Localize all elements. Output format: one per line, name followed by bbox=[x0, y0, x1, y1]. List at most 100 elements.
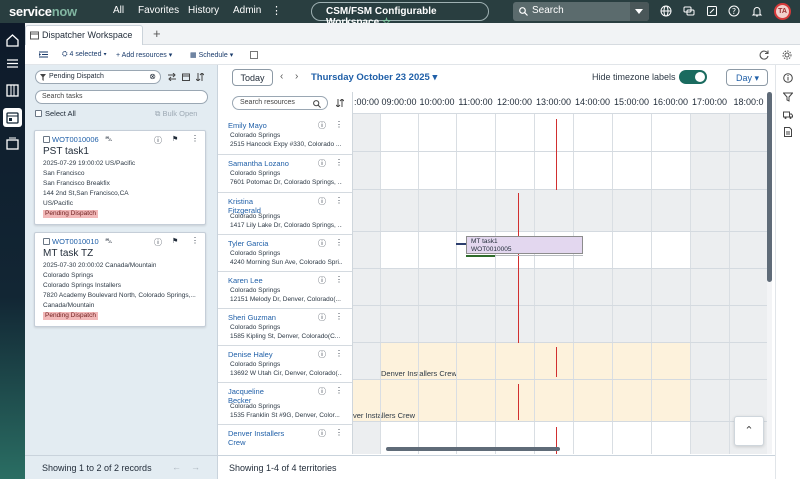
resource-name[interactable]: Denver Installers Crew bbox=[228, 429, 285, 447]
task-more-menu-icon[interactable]: ⋮ bbox=[191, 134, 199, 143]
task-checkbox[interactable] bbox=[43, 136, 50, 143]
resource-row[interactable]: Samantha Lozano Colorado Springs 7601 Po… bbox=[218, 155, 352, 193]
dispatcher-workspace-nav-selected[interactable] bbox=[3, 108, 22, 127]
configure-icon[interactable] bbox=[250, 51, 258, 59]
resource-name[interactable]: Sheri Guzman bbox=[228, 313, 276, 322]
resource-name[interactable]: Karen Lee bbox=[228, 276, 263, 285]
nav-history[interactable]: History bbox=[188, 5, 220, 16]
inbox-icon[interactable] bbox=[5, 136, 20, 151]
hide-timezone-toggle[interactable] bbox=[679, 70, 707, 84]
info-icon[interactable] bbox=[783, 73, 793, 83]
date-picker[interactable]: Thursday October 23 2025 ▾ bbox=[311, 72, 438, 83]
servicenow-logo[interactable]: servicenow bbox=[9, 4, 77, 19]
crew-assignment-block[interactable]: ver Installers Crew bbox=[353, 380, 690, 422]
user-avatar[interactable]: TA bbox=[774, 3, 791, 20]
document-icon[interactable] bbox=[783, 127, 793, 137]
help-icon[interactable]: ? bbox=[728, 5, 740, 17]
notifications-bell-icon[interactable] bbox=[751, 5, 763, 17]
resource-info-icon[interactable]: ⓘ bbox=[318, 429, 326, 438]
map-icon[interactable] bbox=[5, 83, 20, 98]
add-resources-dropdown[interactable]: + Add resources ▾ bbox=[116, 52, 173, 59]
collapse-panel-icon[interactable] bbox=[39, 51, 48, 58]
task-more-menu-icon[interactable]: ⋮ bbox=[191, 236, 199, 245]
clear-filter-icon[interactable]: ⊗ bbox=[149, 72, 156, 81]
selected-territories-dropdown[interactable]: ⛭ 4 selected ▾ bbox=[62, 51, 107, 58]
task-info-icon[interactable]: ⓘ bbox=[154, 238, 162, 247]
sort-resources-icon[interactable] bbox=[336, 99, 344, 107]
resource-row[interactable]: Jacqueline Becker Colorado Springs 1535 … bbox=[218, 383, 352, 425]
vertical-scrollbar-thumb[interactable] bbox=[767, 92, 772, 282]
task-checkbox[interactable] bbox=[43, 238, 50, 245]
resource-more-icon[interactable]: ⋮ bbox=[335, 386, 343, 395]
swap-icon[interactable] bbox=[168, 73, 176, 81]
resource-info-icon[interactable]: ⓘ bbox=[318, 276, 326, 285]
resource-info-icon[interactable]: ⓘ bbox=[318, 159, 326, 168]
vertical-scrollbar-track[interactable] bbox=[767, 92, 772, 454]
resource-row[interactable]: Kristina Fitzgerald Colorado Springs 141… bbox=[218, 193, 352, 235]
resource-info-icon[interactable]: ⓘ bbox=[318, 387, 326, 396]
settings-gear-icon[interactable] bbox=[782, 50, 792, 60]
resource-more-icon[interactable]: ⋮ bbox=[335, 238, 343, 247]
task-info-icon[interactable]: ⓘ bbox=[154, 136, 162, 145]
resource-more-icon[interactable]: ⋮ bbox=[335, 428, 343, 437]
resource-more-icon[interactable]: ⋮ bbox=[335, 275, 343, 284]
scheduled-task-block[interactable]: MT task1 WOT0010005 bbox=[466, 236, 583, 254]
flag-icon[interactable]: ⚑ bbox=[172, 238, 179, 245]
resource-name[interactable]: Jacqueline Becker bbox=[228, 387, 264, 405]
today-button[interactable]: Today bbox=[232, 69, 273, 86]
nav-all[interactable]: All bbox=[113, 5, 125, 16]
next-page-icon[interactable]: → bbox=[191, 462, 200, 472]
resource-more-icon[interactable]: ⋮ bbox=[335, 120, 343, 129]
flag-icon[interactable]: ⚑ bbox=[172, 136, 179, 143]
resource-name[interactable]: Kristina Fitzgerald bbox=[228, 197, 261, 215]
previous-day-icon[interactable]: ‹ bbox=[280, 71, 284, 82]
filter-icon[interactable] bbox=[783, 92, 793, 102]
more-menu-icon[interactable]: ⋮ bbox=[271, 5, 282, 17]
global-search-input[interactable]: Search bbox=[513, 2, 649, 21]
horizontal-scrollbar-thumb[interactable] bbox=[386, 447, 560, 451]
resource-row[interactable]: Denise Haley Colorado Springs 13692 W Ut… bbox=[218, 346, 352, 383]
workspace-pill[interactable]: CSM/FSM Configurable Workspace ☆ bbox=[311, 2, 489, 28]
resource-more-icon[interactable]: ⋮ bbox=[335, 349, 343, 358]
scratchpad-icon[interactable] bbox=[706, 5, 718, 17]
resource-row[interactable]: Emily Mayo Colorado Springs 2515 Hancock… bbox=[218, 117, 352, 155]
tab-dispatcher-workspace[interactable]: Dispatcher Workspace bbox=[25, 25, 143, 45]
resource-name[interactable]: Tyler Garcia bbox=[228, 239, 269, 248]
resource-more-icon[interactable]: ⋮ bbox=[335, 158, 343, 167]
next-day-icon[interactable]: › bbox=[295, 71, 299, 82]
resource-row[interactable]: Karen Lee Colorado Springs 12151 Melody … bbox=[218, 272, 352, 309]
list-icon[interactable] bbox=[5, 56, 20, 71]
calendar-filter-icon[interactable] bbox=[182, 73, 190, 81]
chat-icon[interactable] bbox=[683, 5, 695, 17]
search-scope-dropdown[interactable] bbox=[630, 2, 649, 21]
task-number-link[interactable]: WOT0010010 bbox=[52, 237, 99, 246]
refresh-icon[interactable] bbox=[759, 50, 769, 60]
resource-more-icon[interactable]: ⋮ bbox=[335, 312, 343, 321]
nav-admin[interactable]: Admin bbox=[233, 5, 262, 16]
resource-name[interactable]: Denise Haley bbox=[228, 350, 273, 359]
resource-row[interactable]: Sheri Guzman Colorado Springs 1585 Kipli… bbox=[218, 309, 352, 346]
resource-row[interactable]: Denver Installers Crew ⓘ ⋮ bbox=[218, 425, 352, 454]
search-tasks-input[interactable]: Search tasks bbox=[35, 90, 208, 104]
add-tab-button[interactable]: + bbox=[153, 26, 161, 41]
resource-more-icon[interactable]: ⋮ bbox=[335, 196, 343, 205]
task-number-link[interactable]: WOT0010006 bbox=[52, 135, 99, 144]
task-card[interactable]: WOT0010006 ⛍ ⓘ ⚑ ⋮ PST task1 2025-07-29 … bbox=[34, 130, 206, 225]
resource-row[interactable]: Tyler Garcia Colorado Springs 4240 Morni… bbox=[218, 235, 352, 272]
crew-assignment-block[interactable]: Denver Installers Crew bbox=[380, 343, 690, 380]
schedule-dropdown[interactable]: ▦ Schedule ▾ bbox=[190, 52, 234, 59]
resource-name[interactable]: Samantha Lozano bbox=[228, 159, 289, 168]
globe-icon[interactable] bbox=[660, 5, 672, 17]
task-filter-pill[interactable]: Pending Dispatch ⊗ bbox=[35, 70, 161, 84]
scroll-to-top-button[interactable]: ⌃ bbox=[734, 416, 764, 446]
resource-info-icon[interactable]: ⓘ bbox=[318, 121, 326, 130]
resource-info-icon[interactable]: ⓘ bbox=[318, 350, 326, 359]
resource-name[interactable]: Emily Mayo bbox=[228, 121, 267, 130]
truck-icon[interactable] bbox=[783, 110, 793, 120]
view-mode-dropdown[interactable]: Day ▾ bbox=[726, 69, 768, 86]
search-resources-input[interactable]: Search resources bbox=[232, 96, 328, 110]
resource-info-icon[interactable]: ⓘ bbox=[318, 239, 326, 248]
nav-favorites[interactable]: Favorites bbox=[138, 5, 180, 16]
resource-info-icon[interactable]: ⓘ bbox=[318, 197, 326, 206]
resource-info-icon[interactable]: ⓘ bbox=[318, 313, 326, 322]
